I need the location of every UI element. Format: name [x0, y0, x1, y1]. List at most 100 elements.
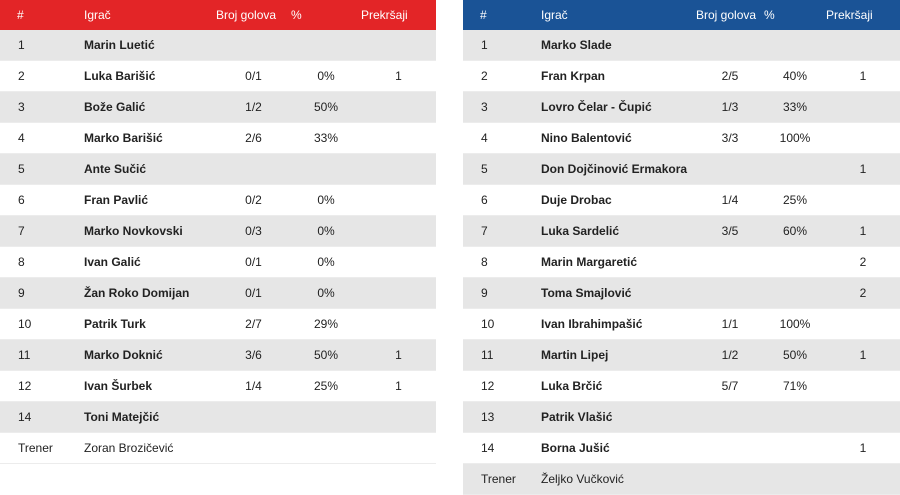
header-percent[interactable]: %	[291, 8, 302, 22]
away-team-table: # Igrač Broj golova % Prekršaji 1 Marko S…	[463, 0, 900, 495]
home-header-row: # Igrač Broj golova % Prekršaji	[0, 0, 436, 30]
player-number: 9	[0, 277, 84, 309]
player-name[interactable]: Marko Barišić	[84, 122, 216, 154]
player-row: 6 Fran Pavlić 0/2 0%	[0, 184, 436, 216]
player-name[interactable]: Luka Brčić	[541, 370, 696, 402]
player-number: 10	[0, 308, 84, 340]
player-row: 3 Bože Galić 1/2 50%	[0, 91, 436, 123]
player-number: 7	[0, 215, 84, 247]
player-name[interactable]: Fran Pavlić	[84, 184, 216, 216]
player-number: 6	[463, 184, 541, 216]
player-goals: 1/2	[696, 339, 764, 371]
player-goals: 1/2	[216, 91, 291, 123]
header-number[interactable]: #	[480, 8, 487, 22]
player-name[interactable]: Lovro Čelar - Čupić	[541, 91, 696, 123]
player-fouls	[826, 308, 900, 340]
header-fouls[interactable]: Prekršaji	[826, 8, 873, 22]
player-name[interactable]: Toma Smajlović	[541, 277, 696, 309]
player-goal-percent: 0%	[291, 184, 361, 216]
player-name[interactable]: Fran Krpan	[541, 60, 696, 92]
player-goals: 0/1	[216, 277, 291, 309]
header-player[interactable]: Igrač	[84, 8, 111, 22]
player-name[interactable]: Ivan Galić	[84, 246, 216, 278]
player-number: 11	[0, 339, 84, 371]
player-fouls: 1	[826, 215, 900, 247]
player-row: 5 Don Dojčinović Ermakora 1	[463, 153, 900, 185]
player-name[interactable]: Marko Slade	[541, 30, 696, 61]
player-fouls	[361, 246, 436, 278]
player-goal-percent	[764, 30, 826, 61]
header-goals[interactable]: Broj golova	[696, 8, 757, 22]
player-name[interactable]: Luka Barišić	[84, 60, 216, 92]
player-name[interactable]: Ivan Šurbek	[84, 370, 216, 402]
player-goal-percent: 100%	[764, 122, 826, 154]
player-fouls	[361, 277, 436, 309]
coach-row: Trener Željko Vučković	[463, 463, 900, 495]
player-goal-percent: 50%	[291, 339, 361, 371]
player-row: 13 Patrik Vlašić	[463, 401, 900, 433]
player-fouls	[361, 184, 436, 216]
player-name[interactable]: Duje Drobac	[541, 184, 696, 216]
player-name[interactable]: Marin Margaretić	[541, 246, 696, 278]
player-goal-percent	[291, 153, 361, 185]
player-number: 1	[0, 30, 84, 61]
player-row: 9 Toma Smajlović 2	[463, 277, 900, 309]
player-goal-percent: 0%	[291, 246, 361, 278]
player-goals	[696, 246, 764, 278]
player-name[interactable]: Don Dojčinović Ermakora	[541, 153, 696, 185]
player-number: 1	[463, 30, 541, 61]
player-fouls: 1	[361, 60, 436, 92]
player-row: 10 Patrik Turk 2/7 29%	[0, 308, 436, 340]
coach-name[interactable]: Zoran Brozičević	[84, 432, 436, 464]
player-number: 7	[463, 215, 541, 247]
player-row: 1 Marko Slade	[463, 30, 900, 61]
player-name[interactable]: Bože Galić	[84, 91, 216, 123]
player-name[interactable]: Marko Doknić	[84, 339, 216, 371]
player-goal-percent: 0%	[291, 277, 361, 309]
player-goal-percent	[291, 401, 361, 433]
header-fouls[interactable]: Prekršaji	[361, 8, 408, 22]
player-fouls	[361, 122, 436, 154]
player-fouls: 1	[826, 432, 900, 464]
player-fouls: 1	[826, 60, 900, 92]
player-goal-percent: 50%	[291, 91, 361, 123]
player-name[interactable]: Marin Luetić	[84, 30, 216, 61]
player-number: 3	[0, 91, 84, 123]
coach-name[interactable]: Željko Vučković	[541, 463, 900, 495]
player-number: 8	[463, 246, 541, 278]
player-row: 11 Martin Lipej 1/2 50% 1	[463, 339, 900, 371]
home-player-list: 1 Marin Luetić 2 Luka Barišić 0/1 0% 1 3 Bože Ga…	[0, 30, 436, 464]
player-number: 13	[463, 401, 541, 433]
header-number[interactable]: #	[17, 8, 24, 22]
player-row: 7 Marko Novkovski 0/3 0%	[0, 215, 436, 247]
player-number: 10	[463, 308, 541, 340]
player-name[interactable]: Martin Lipej	[541, 339, 696, 371]
header-percent[interactable]: %	[764, 8, 775, 22]
player-goal-percent: 29%	[291, 308, 361, 340]
player-fouls	[826, 91, 900, 123]
player-name[interactable]: Patrik Vlašić	[541, 401, 696, 433]
player-goals: 0/1	[216, 246, 291, 278]
player-fouls	[361, 153, 436, 185]
player-fouls	[826, 184, 900, 216]
away-player-list: 1 Marko Slade 2 Fran Krpan 2/5 40% 1 3 Lovro Čel…	[463, 30, 900, 495]
player-name[interactable]: Luka Sardelić	[541, 215, 696, 247]
player-name[interactable]: Ivan Ibrahimpašić	[541, 308, 696, 340]
player-name[interactable]: Marko Novkovski	[84, 215, 216, 247]
player-name[interactable]: Žan Roko Domijan	[84, 277, 216, 309]
player-goal-percent: 25%	[764, 184, 826, 216]
header-goals[interactable]: Broj golova	[216, 8, 277, 22]
player-fouls: 1	[361, 370, 436, 402]
player-fouls	[361, 91, 436, 123]
player-goals: 2/6	[216, 122, 291, 154]
player-name[interactable]: Borna Jušić	[541, 432, 696, 464]
player-name[interactable]: Nino Balentović	[541, 122, 696, 154]
header-player[interactable]: Igrač	[541, 8, 568, 22]
player-goals: 5/7	[696, 370, 764, 402]
player-goals	[216, 401, 291, 433]
player-goals	[696, 30, 764, 61]
player-number: 12	[463, 370, 541, 402]
player-name[interactable]: Toni Matejčić	[84, 401, 216, 433]
player-name[interactable]: Ante Sučić	[84, 153, 216, 185]
player-name[interactable]: Patrik Turk	[84, 308, 216, 340]
